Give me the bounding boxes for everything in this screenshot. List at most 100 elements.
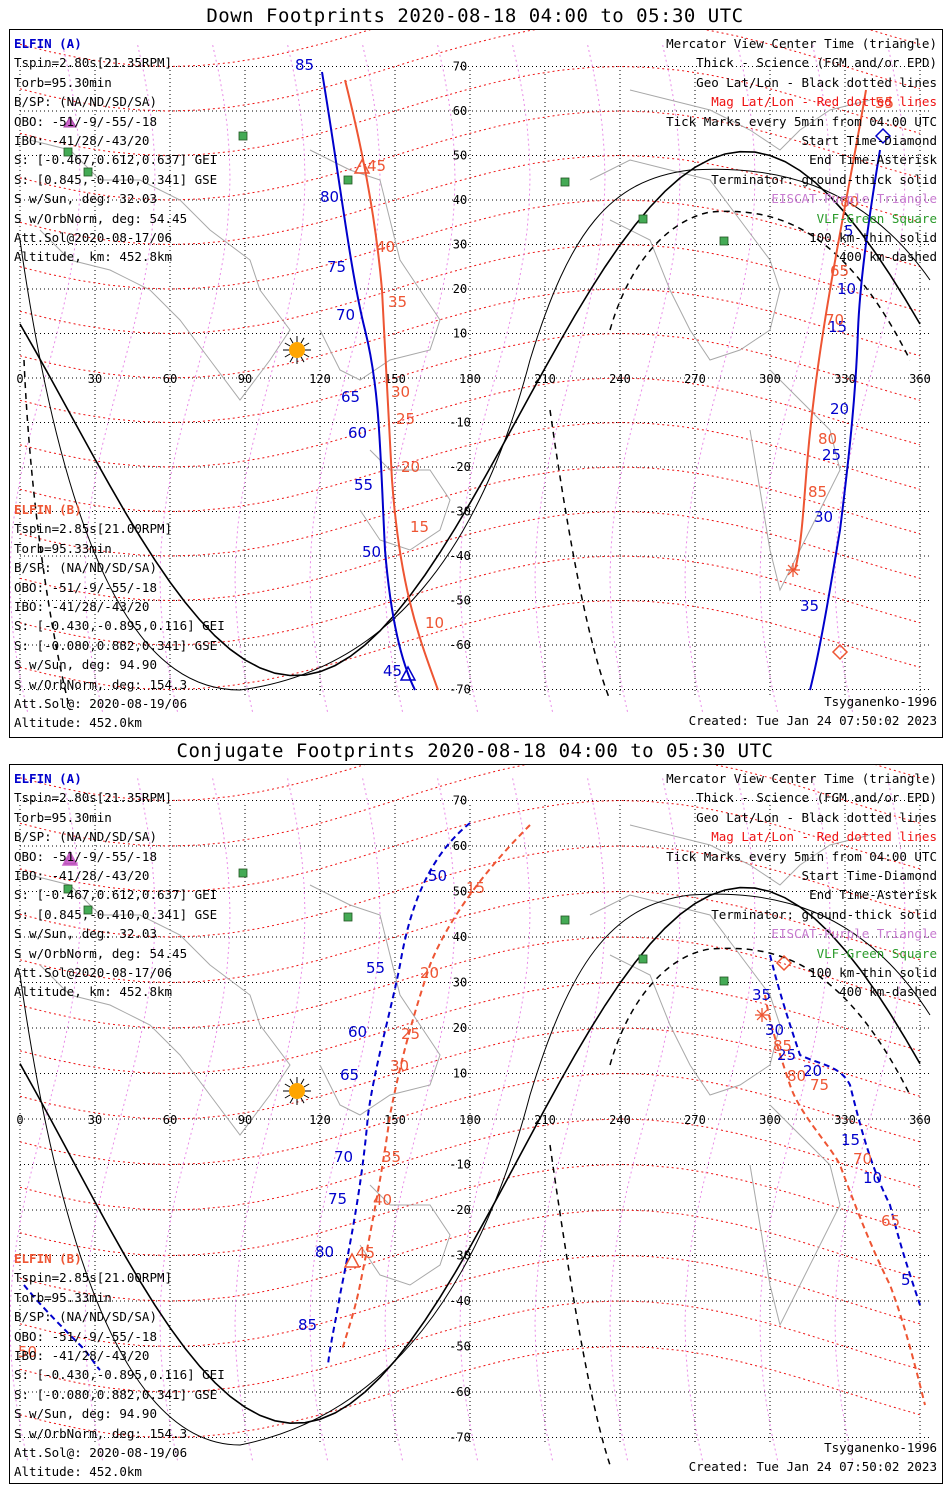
legend-line: Thick - Science (FGM and/or EPD) [696,55,937,71]
elfin-b-line: OBO: -51/-9/-55/-18 [14,1328,157,1344]
terminator-line [19,150,921,677]
footprint-400km-boundary [23,210,911,711]
elfin-a-tick-label: 5 [901,1271,911,1289]
elfin-a-line: B/SP: (NA/ND/SD/SA) [14,829,157,845]
lon-tick-label: 120 [309,1113,331,1127]
sun-ray [303,1094,310,1099]
elfin-b-tick-label: 40 [376,238,395,256]
elfin-a-track [769,954,921,1306]
vlf-station-marker [719,236,729,246]
lon-tick-label: 150 [384,1113,406,1127]
coastline [359,1184,451,1286]
elfin-b-line: S w/Sun, deg: 94.90 [14,1406,157,1422]
sun-ray [284,353,291,358]
legend-line: End Time-Asterisk [809,887,937,903]
legend-line: Start Time-Diamond [801,133,937,149]
lon-tick-label: 150 [384,372,406,386]
lon-tick-label: 210 [534,1113,556,1127]
lon-tick-label: 330 [834,1113,856,1127]
elfin-a-line: OBO: -51/-9/-55/-18 [14,848,157,864]
legend-line: Mag Lat/Lon - Red dotted lines [711,829,937,845]
elfin-a-tick-label: 65 [340,1066,359,1084]
mag-latitude-line [19,110,921,201]
elfin-a-tick-label: 50 [362,543,381,561]
lat-tick-label: 50 [453,149,467,163]
mag-longitude-line [159,777,231,1461]
elfin-a-tick-label: 20 [830,400,849,418]
elfin-a-line: Tspin=2.80s[21.35RPM] [14,790,173,806]
lon-tick-label: 90 [238,1113,252,1127]
mag-latitude-line [19,332,921,424]
mag-latitude-line [19,288,921,379]
elfin-a-line: OBO: -51/-9/-55/-18 [14,113,157,129]
mag-longitude-line [684,44,756,712]
elfin-a-header: ELFIN (A) [14,771,82,786]
elfin-b-line: S w/OrbNorm, deg: 154.3 [14,676,188,692]
legend-line: Geo Lat/Lon - Black dotted lines [696,809,937,825]
mag-latitude-line [19,765,921,847]
coastline [589,894,781,1096]
mag-latitude-line [19,154,921,246]
lat-tick-label: 70 [453,794,467,808]
lat-tick-label: 10 [453,1067,467,1081]
elfin-a-track [327,822,471,1366]
mag-latitude-line [19,1027,921,1120]
sun-ray [303,353,310,358]
elfin-a-line: Att.Sol@2020-08-17/06 [14,230,173,246]
elfin-b-tick-label: 80 [787,1067,806,1085]
sun-ray [284,1083,291,1088]
lon-tick-label: 90 [238,372,252,386]
lat-tick-label: -50 [449,594,471,608]
mag-longitude-line [459,777,531,1461]
lat-tick-label: -60 [449,1385,471,1399]
lat-tick-label: 20 [453,282,467,296]
vlf-station-marker [63,147,73,157]
elfin-a-line: S w/Sun, deg: 32.03 [14,926,157,942]
elfin-b-track [341,824,531,1351]
start-time-diamond [831,643,849,661]
mag-longitude-line [84,44,156,712]
elfin-b-tick-label: 15 [466,879,485,897]
elfin-a-tick-label: 45 [383,662,402,680]
center-time-triangle [353,158,371,174]
map-panel-conjugate: 0 30 60 90 120 150 180 210 240 270 300 330 360 70 60 50… [9,764,943,1484]
vlf-station-marker [83,167,93,177]
elfin-a-tick-label: 80 [315,1243,334,1261]
end-time-asterisk [756,1009,768,1021]
mag-longitude-line [384,44,456,712]
start-time-diamond [874,127,892,145]
legend-line: Tick Marks every 5min from 04:00 UTC [666,113,937,129]
coastline [29,139,291,401]
lon-tick-label: 180 [459,372,481,386]
elfin-a-tick-label: 25 [777,1046,796,1064]
elfin-b-tick-label: 15 [410,518,429,536]
lat-tick-label: -60 [449,638,471,652]
mag-longitude-line [234,777,306,1461]
elfin-b-tick-label: 20 [401,458,420,476]
mag-latitude-line [19,199,921,290]
legend: Mercator View Center Time (triangle) Thi… [666,34,937,267]
elfin-a-tick-label: 75 [327,258,346,276]
mag-latitude-line [19,65,921,157]
elfin-a-tick-label: 70 [334,1148,353,1166]
vlf-station-marker [719,976,729,986]
elfin-a-line: S: [0.845,-0.410,0.341] GSE [14,906,218,922]
legend-line: EISCAT-Purple Triangle [771,926,937,942]
elfin-a-line: S: [0.845,-0.410,0.341] GSE [14,171,218,187]
lat-tick-label: -70 [449,683,471,697]
mag-longitude-line [534,777,606,1461]
elfin-a-tick-label: 35 [800,597,819,615]
lon-tick-label: 0 [16,1113,23,1127]
elfin-a-tick-label: 50 [428,867,447,885]
elfin-a-tick-label: 10 [837,280,856,298]
elfin-a-tick-label: 60 [348,1023,367,1041]
elfin-b-tick-label: 85 [773,1037,792,1055]
lat-tick-label: -10 [449,416,471,430]
elfin-b-tick-label: 35 [382,1148,401,1166]
coastline [29,874,291,1136]
coastline [309,149,441,381]
vlf-station-marker [63,884,73,894]
coastline [749,1104,841,1327]
elfin-b-tick-label: 25 [401,1025,420,1043]
elfin-a-tick-label: 5 [844,222,854,240]
